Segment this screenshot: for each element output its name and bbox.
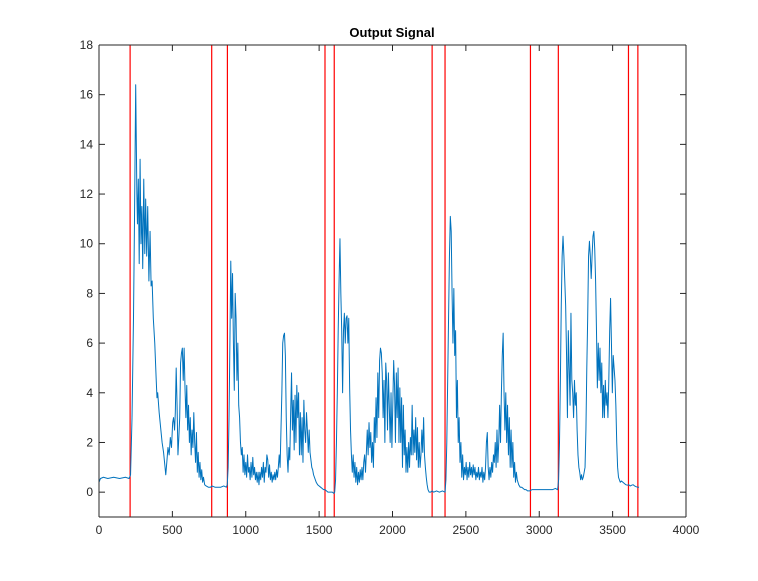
- x-axis-ticks: 0 500 1000 1500 2000 2500 3000 3500 4000: [96, 45, 700, 537]
- plot-area: [99, 45, 686, 517]
- x-tick-label: 3500: [599, 523, 626, 537]
- x-tick-label: 4000: [673, 523, 700, 537]
- y-axis-ticks: 0 2 4 6 8 10 12 14 16 18: [80, 38, 686, 499]
- signal-series-line-0: [98, 84, 640, 494]
- chart-title: Output Signal: [349, 25, 434, 40]
- y-tick-label: 10: [80, 237, 94, 251]
- y-tick-label: 4: [86, 386, 93, 400]
- y-tick-label: 16: [80, 88, 94, 102]
- x-tick-label: 500: [162, 523, 182, 537]
- red-marker-lines: [129, 45, 639, 517]
- y-tick-label: 0: [86, 485, 93, 499]
- y-tick-label: 6: [86, 336, 93, 350]
- x-tick-label: 1500: [306, 523, 333, 537]
- x-tick-label: 2000: [379, 523, 406, 537]
- plot-background: [99, 45, 686, 517]
- x-tick-label: 2500: [453, 523, 480, 537]
- y-tick-label: 12: [80, 187, 94, 201]
- x-tick-label: 0: [96, 523, 103, 537]
- x-tick-label: 1000: [232, 523, 259, 537]
- series-layer: [98, 84, 640, 494]
- y-tick-label: 2: [86, 435, 93, 449]
- x-tick-label: 3000: [526, 523, 553, 537]
- y-tick-label: 18: [80, 38, 94, 52]
- y-tick-label: 8: [86, 286, 93, 300]
- y-tick-label: 14: [80, 137, 94, 151]
